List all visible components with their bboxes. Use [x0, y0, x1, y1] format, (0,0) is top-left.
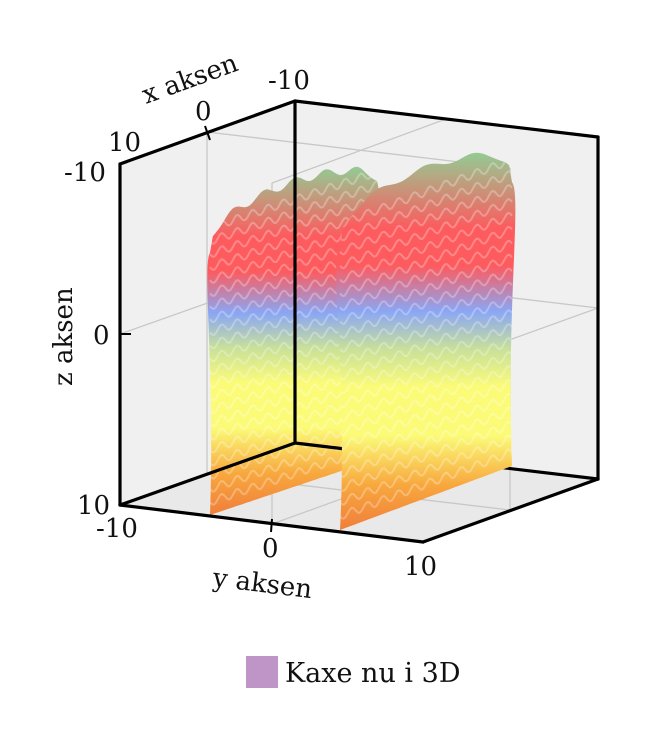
z-tick-label: 10 — [77, 491, 110, 521]
legend: Kaxe nu i 3D — [246, 656, 460, 689]
frame-edge — [293, 99, 600, 139]
surface-ripple — [339, 309, 513, 381]
y-tick-label: 0 — [262, 534, 279, 564]
surface-ripple — [339, 225, 513, 298]
frame-edge — [421, 477, 600, 544]
surface-ripple — [339, 434, 513, 506]
surface-ripple — [339, 420, 513, 492]
surface-ripple — [339, 197, 513, 270]
surface-ripple — [339, 406, 513, 479]
legend-swatch — [246, 656, 278, 688]
surface-ripple — [339, 267, 513, 339]
z-axis-title: z aksen — [49, 287, 79, 386]
surface-ripple — [339, 239, 513, 312]
y-tick-label: -10 — [96, 514, 138, 544]
surface-ripple — [339, 170, 513, 242]
y-tick-label: 10 — [404, 552, 437, 582]
surface-ripple — [339, 281, 513, 353]
legend-label: Kaxe nu i 3D — [285, 658, 460, 689]
surface-ripple — [339, 211, 513, 284]
surface-ripple — [339, 448, 513, 520]
frame-edge — [118, 441, 297, 507]
surface-ripples-front — [339, 156, 513, 520]
surface-ridge-front — [336, 152, 516, 531]
surface-ripple — [339, 253, 513, 326]
x-tick-mark — [204, 125, 211, 141]
x-tick-label: -10 — [268, 66, 310, 96]
tick-marks — [120, 125, 273, 533]
x-tick-label: 10 — [108, 128, 141, 158]
y-axis-title: y aksen — [210, 563, 314, 605]
surface-ripple — [339, 364, 513, 437]
surface-ripple — [339, 184, 513, 256]
surface-ripple — [339, 295, 513, 367]
surface-ripple — [339, 323, 513, 395]
x-tick-label: 0 — [195, 97, 212, 127]
surface-ripple — [339, 156, 513, 228]
surface-ripple — [339, 392, 513, 465]
surface-ripple — [339, 337, 513, 409]
z-tick-label: -10 — [64, 158, 106, 188]
surface-ripple — [339, 378, 513, 451]
surface-ripple — [339, 350, 513, 423]
surface-front — [336, 152, 516, 531]
grid-line — [271, 118, 447, 184]
y-tick-mark — [270, 518, 273, 533]
z-tick-label: 0 — [93, 321, 110, 351]
x-axis-title: x aksen — [138, 48, 242, 110]
